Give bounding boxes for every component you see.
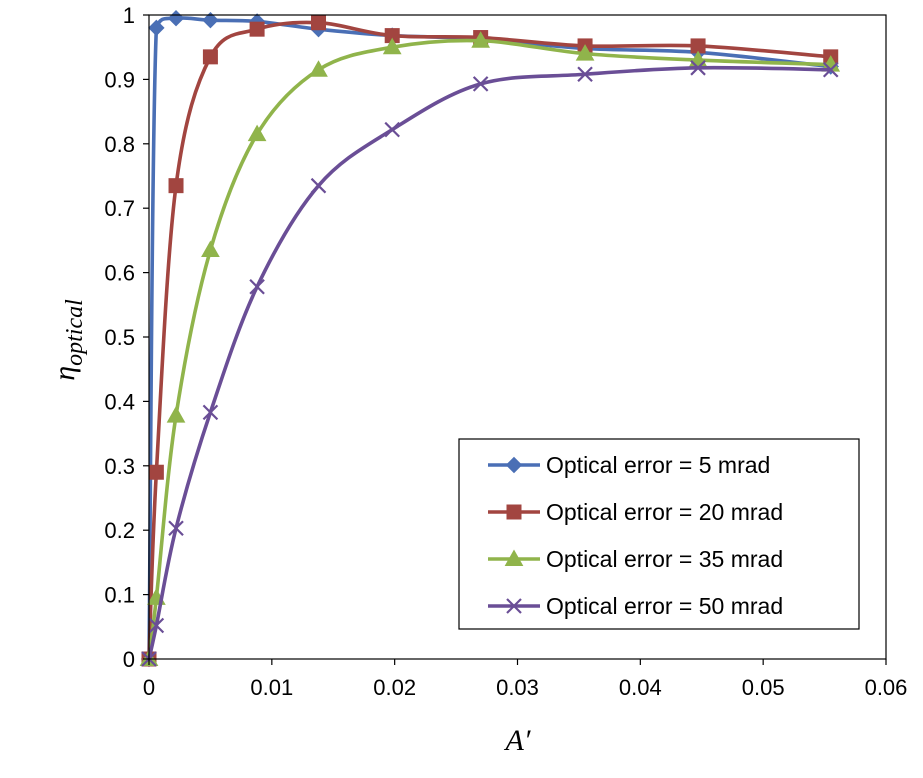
legend-entry: Optical error = 20 mrad <box>488 499 783 525</box>
series-point <box>577 66 593 83</box>
y-tick-label: 0 <box>123 647 135 672</box>
series-point <box>166 406 186 423</box>
series-point <box>690 60 706 76</box>
series-point <box>202 11 219 29</box>
y-tick-label: 0.3 <box>104 454 135 479</box>
y-tick-label: 0.6 <box>104 261 135 286</box>
series-point <box>202 404 219 421</box>
series-point <box>575 44 595 61</box>
legend-label: Optical error = 20 mrad <box>546 499 783 525</box>
legend: Optical error = 5 mrad Optical error = 20… <box>458 438 860 630</box>
legend-label: Optical error = 5 mrad <box>546 452 770 478</box>
series-point <box>167 10 185 27</box>
series-point <box>310 177 327 194</box>
series-point <box>148 617 165 634</box>
series-point <box>384 121 400 138</box>
y-tick-label: 0.2 <box>104 518 135 543</box>
series-point <box>822 61 839 78</box>
legend-entry: Optical error = 5 mrad <box>488 452 770 478</box>
x-tick-label: 0.02 <box>373 675 416 700</box>
y-axis-title-subscript: optical <box>62 299 88 366</box>
svg-text:ηoptical: ηoptical <box>48 299 88 381</box>
legend-swatch-marker <box>506 504 522 520</box>
legend-entry: Optical error = 50 mrad <box>488 593 783 619</box>
series-point <box>201 240 220 258</box>
legend-label: Optical error = 50 mrad <box>546 593 783 619</box>
series-point <box>472 76 489 92</box>
series-line <box>147 20 833 661</box>
y-tick-label: 0.9 <box>104 67 135 92</box>
x-tick-label: 0.04 <box>619 675 662 700</box>
x-tick-label: 0.03 <box>496 675 539 700</box>
series-point <box>311 15 327 31</box>
y-tick-label: 0.5 <box>104 325 135 350</box>
legend-swatch-marker <box>506 598 522 614</box>
y-tick-label: 0.1 <box>104 583 135 608</box>
series-point <box>168 178 184 194</box>
legend-entry: Optical error = 35 mrad <box>488 546 783 572</box>
legend-label: Optical error = 35 mrad <box>546 546 783 572</box>
series-point <box>148 19 165 37</box>
y-axis-title-main: η <box>48 366 81 381</box>
plot-area <box>139 10 841 668</box>
y-tick-label: 0.7 <box>104 196 135 221</box>
series-line <box>147 16 833 661</box>
series-point <box>249 278 265 295</box>
y-tick-label: 0.4 <box>104 389 135 414</box>
legend-swatch-marker <box>504 549 524 566</box>
legend-swatch-marker <box>505 456 523 474</box>
y-axis-title: ηoptical <box>48 299 88 381</box>
series-point <box>249 21 265 37</box>
x-tick-label: 0.01 <box>250 675 293 700</box>
series-point <box>202 49 218 65</box>
x-tick-label: 0.06 <box>865 675 908 700</box>
series-point <box>247 124 267 142</box>
x-tick-label: 0 <box>143 675 155 700</box>
series-point <box>168 520 184 537</box>
y-tick-label: 1 <box>123 3 135 28</box>
series-point <box>309 60 328 77</box>
x-tick-label: 0.05 <box>742 675 785 700</box>
series-point <box>471 31 491 48</box>
series-point <box>148 464 164 480</box>
series-point <box>382 37 402 55</box>
axes: 0 0.01 0.02 0.03 0.04 0.05 0.06 0 0.1 0.2 0.3 0.4 0.… <box>104 3 907 700</box>
y-tick-label: 0.8 <box>104 132 135 157</box>
series-line <box>147 38 833 661</box>
x-axis-title: A′ <box>504 724 531 757</box>
legend-box <box>458 438 860 630</box>
